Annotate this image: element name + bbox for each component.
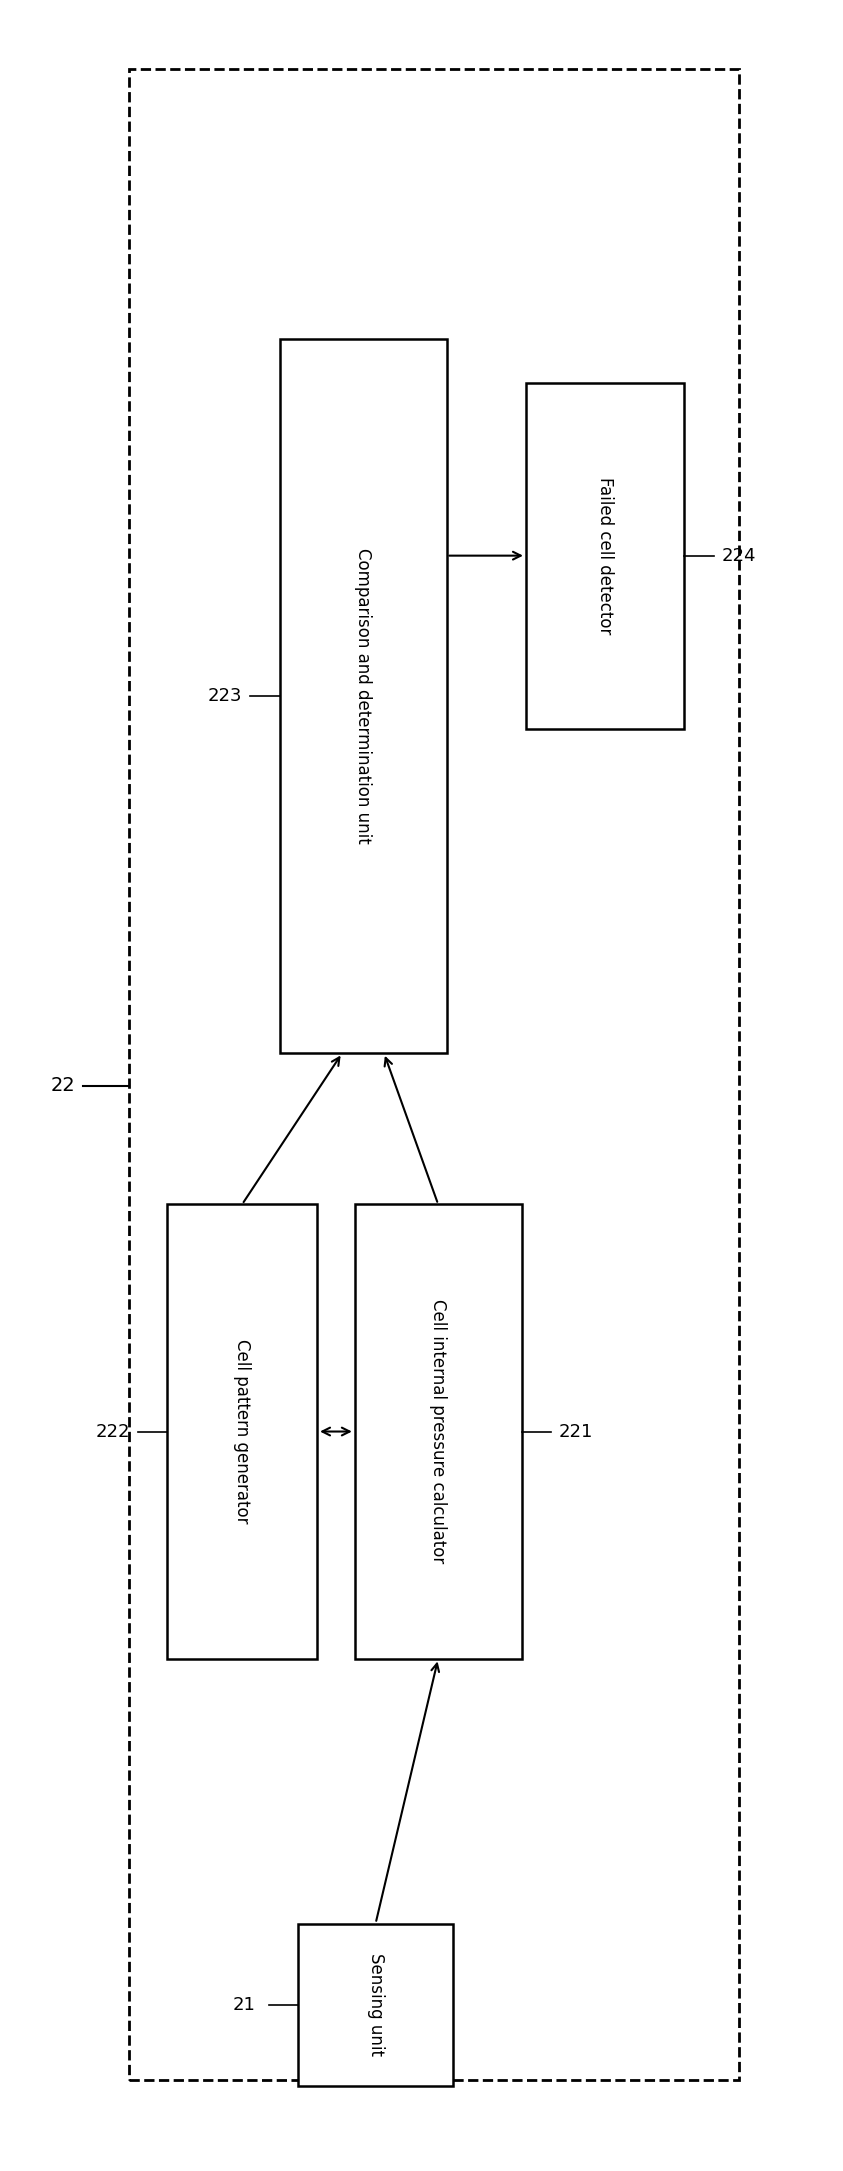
Text: Failed cell detector: Failed cell detector <box>596 478 615 634</box>
Text: Sensing unit: Sensing unit <box>367 1954 384 2056</box>
Text: 223: 223 <box>208 688 243 706</box>
Text: 222: 222 <box>95 1422 130 1442</box>
Text: 224: 224 <box>722 547 756 564</box>
Text: 21: 21 <box>233 1995 255 2015</box>
Text: Comparison and determination unit: Comparison and determination unit <box>354 549 372 845</box>
Bar <box>129 69 738 2080</box>
Text: 22: 22 <box>51 1077 75 1094</box>
Text: Cell internal pressure calculator: Cell internal pressure calculator <box>429 1300 447 1563</box>
Bar <box>298 1924 453 2086</box>
Bar <box>526 382 685 729</box>
Text: Cell pattern generator: Cell pattern generator <box>233 1340 251 1524</box>
Bar <box>167 1205 317 1659</box>
Bar <box>355 1205 522 1659</box>
Bar <box>280 339 447 1053</box>
Text: 221: 221 <box>559 1422 593 1442</box>
